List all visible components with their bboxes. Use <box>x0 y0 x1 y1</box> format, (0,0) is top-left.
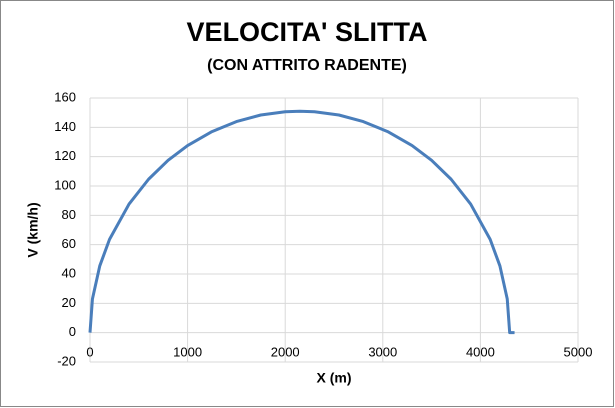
y-tick-label: 0 <box>69 324 76 339</box>
x-tick-label: 4000 <box>466 344 495 359</box>
y-tick-label: 80 <box>62 207 76 222</box>
y-axis-title: V (km/h) <box>25 202 41 257</box>
x-tick-label: 1000 <box>173 344 202 359</box>
y-tick-label: 40 <box>62 265 76 280</box>
y-tick-label: 160 <box>54 89 76 104</box>
chart-title: VELOCITA' SLITTA <box>187 17 428 47</box>
x-tick-label: 5000 <box>564 344 593 359</box>
x-tick-label: 2000 <box>271 344 300 359</box>
x-tick-label: 3000 <box>368 344 397 359</box>
data-line <box>88 109 515 335</box>
chart-subtitle: (CON ATTRITO RADENTE) <box>207 57 407 74</box>
y-tick-label: 120 <box>54 148 76 163</box>
y-tick-label: 20 <box>62 295 76 310</box>
y-tick-label: 100 <box>54 177 76 192</box>
y-tick-label: 140 <box>54 119 76 134</box>
x-tick-label: 0 <box>86 344 93 359</box>
x-axis-title: X (m) <box>317 370 352 386</box>
y-tick-label: 60 <box>62 236 76 251</box>
y-tick-label: -20 <box>57 353 76 368</box>
